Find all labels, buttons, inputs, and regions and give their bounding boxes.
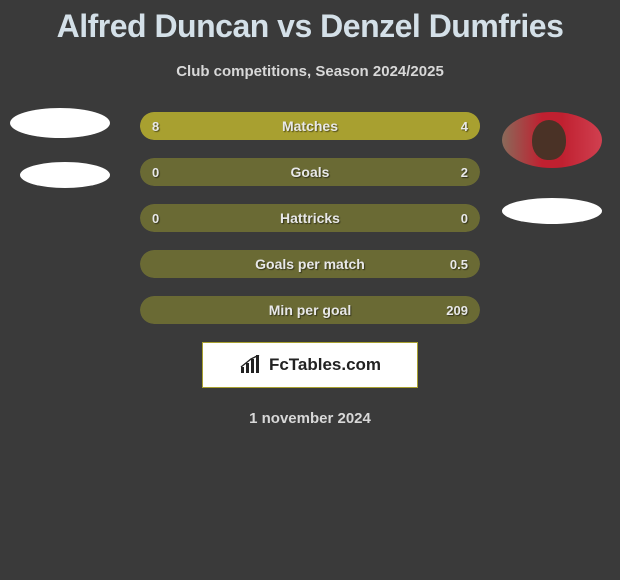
stat-row: 02Goals [140, 158, 480, 186]
stat-bars-container: 84Matches 02Goals 00Hattricks 0.5Goals per … [140, 112, 480, 324]
bar-chart-icon [239, 355, 263, 375]
avatar-photo [502, 112, 602, 168]
stat-label: Hattricks [140, 204, 480, 232]
avatar-placeholder [10, 108, 110, 138]
stat-row: 00Hattricks [140, 204, 480, 232]
stat-row: 0.5Goals per match [140, 250, 480, 278]
avatar-shadow [20, 162, 110, 188]
page-title: Alfred Duncan vs Denzel Dumfries [0, 0, 620, 45]
stat-row: 84Matches [140, 112, 480, 140]
date-line: 1 november 2024 [0, 410, 620, 427]
player-left-avatar [10, 108, 110, 164]
stat-row: 209Min per goal [140, 296, 480, 324]
subtitle: Club competitions, Season 2024/2025 [0, 63, 620, 80]
comparison-chart: 84Matches 02Goals 00Hattricks 0.5Goals per … [0, 112, 620, 427]
stat-label: Goals per match [140, 250, 480, 278]
stat-label: Goals [140, 158, 480, 186]
player-right-avatar [502, 112, 602, 168]
stat-label: Matches [140, 112, 480, 140]
brand-text: FcTables.com [269, 355, 381, 375]
avatar-shadow [502, 198, 602, 224]
stat-label: Min per goal [140, 296, 480, 324]
brand-badge[interactable]: FcTables.com [202, 342, 418, 388]
